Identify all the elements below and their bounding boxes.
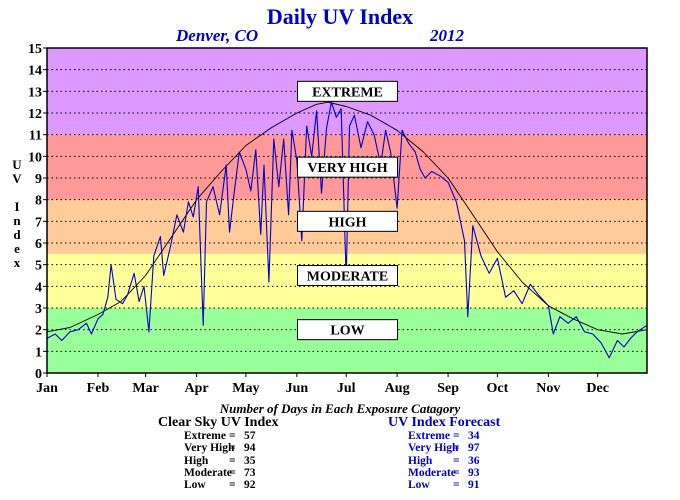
band-label: HIGH <box>328 215 366 230</box>
x-tick-label: Jul <box>337 381 356 396</box>
y-tick-label: 7 <box>35 215 42 230</box>
count-value: 34 <box>468 430 480 442</box>
forecast-counts: Extreme = 34 Very High = 97 High = 36 Moderate… <box>408 430 498 491</box>
count-row: Low = 92 <box>184 479 274 491</box>
band-label-box <box>297 319 398 341</box>
band-label: LOW <box>330 324 364 339</box>
equals-sign: = <box>453 454 460 467</box>
y-tick-label: 15 <box>28 42 42 57</box>
count-row: Very High = 97 <box>408 442 498 454</box>
category-label: Very High <box>184 442 235 455</box>
year-label: 2012 <box>430 26 464 45</box>
forecast-title: UV Index Forecast <box>388 415 501 430</box>
count-value: 97 <box>468 442 480 455</box>
plot-frame <box>46 47 648 374</box>
count-row: Extreme = 34 <box>408 430 498 442</box>
equals-sign: = <box>453 479 460 492</box>
y-tick-label: 0 <box>35 367 42 382</box>
y-tick-label: 14 <box>28 64 42 79</box>
x-tick-label: Sep <box>437 381 459 396</box>
y-tick-label: 12 <box>28 107 42 122</box>
y-tick-label: 2 <box>35 324 42 339</box>
equals-sign: = <box>453 466 460 479</box>
x-tick-label: Nov <box>536 381 560 396</box>
count-value: 91 <box>468 479 480 492</box>
equals-sign: = <box>453 442 460 455</box>
equals-sign: = <box>229 454 236 467</box>
band-label: VERY HIGH <box>307 161 387 176</box>
category-label: Low <box>408 479 430 492</box>
category-label: Extreme <box>184 430 226 442</box>
count-value: 57 <box>244 430 256 442</box>
band-low <box>47 308 647 373</box>
band-labels: LOW MODERATE HIGH VERY HIGH EXTREME <box>297 80 398 341</box>
equals-sign: = <box>229 430 236 442</box>
count-row: High = 35 <box>184 455 274 467</box>
category-label: Moderate <box>408 466 456 479</box>
band-label-box <box>297 80 398 102</box>
equals-sign: = <box>229 442 236 455</box>
band-label-box <box>297 210 398 232</box>
x-tick-label: Oct <box>487 381 509 396</box>
clear-sky-counts: Extreme = 57 Very High = 94 High = 35 Moderate… <box>184 430 274 491</box>
equals-sign: = <box>229 466 236 479</box>
equals-sign: = <box>229 479 236 492</box>
count-row: Low = 91 <box>408 479 498 491</box>
category-label: High <box>408 454 433 467</box>
y-tick-label: 1 <box>35 345 42 360</box>
category-label: Extreme <box>408 430 450 442</box>
band-label-box <box>297 265 398 286</box>
x-tick-label: Jun <box>286 381 309 396</box>
x-tick-label: Jan <box>36 381 58 396</box>
count-value: 35 <box>244 454 256 467</box>
y-tick-label: 13 <box>28 85 42 100</box>
band-label: EXTREME <box>312 85 383 100</box>
x-tick-label: Apr <box>185 381 209 396</box>
forecast-series-line <box>46 101 648 359</box>
y-tick-label: 10 <box>28 150 42 165</box>
count-row: Moderate = 93 <box>408 467 498 479</box>
x-tick-label: Dec <box>586 381 609 396</box>
x-tick-label: Mar <box>132 381 158 396</box>
count-value: 94 <box>244 442 256 455</box>
category-label: Low <box>184 479 206 492</box>
equals-sign: = <box>453 430 460 442</box>
category-label: Moderate <box>184 466 232 479</box>
band-label: MODERATE <box>307 270 388 285</box>
x-tick-label: Aug <box>385 381 410 396</box>
count-row: Very High = 94 <box>184 442 274 454</box>
location-label: Denver, CO <box>176 26 259 45</box>
count-row: Extreme = 57 <box>184 430 274 442</box>
count-value: 93 <box>468 466 480 479</box>
category-label: High <box>184 454 209 467</box>
count-value: 92 <box>244 479 256 492</box>
y-tick-label: 9 <box>35 172 42 187</box>
x-tick-label: Feb <box>87 381 110 396</box>
clear-sky-title: Clear Sky UV Index <box>158 415 279 430</box>
series-lines <box>46 101 648 359</box>
y-tick-label: 8 <box>35 194 42 209</box>
y-tick-label: 3 <box>35 302 42 317</box>
y-axis-label: U V I n d e x <box>12 157 22 270</box>
y-tick-label: 5 <box>35 259 42 274</box>
y-tick-label: 11 <box>29 129 42 144</box>
y-tick-label: 4 <box>35 280 42 295</box>
chart-title: Daily UV Index <box>266 4 414 29</box>
gridlines <box>47 69 647 352</box>
clear-sky-series-line <box>46 101 648 335</box>
counts-heading: Number of Days in Each Exposure Catagory <box>219 401 461 416</box>
count-row: Moderate = 73 <box>184 467 274 479</box>
count-value: 73 <box>244 466 256 479</box>
count-value: 36 <box>468 454 480 467</box>
category-label: Very High <box>408 442 459 455</box>
count-row: High = 36 <box>408 455 498 467</box>
y-tick-label: 6 <box>35 237 42 252</box>
band-label-box <box>297 156 398 178</box>
x-tick-label: May <box>232 381 259 396</box>
